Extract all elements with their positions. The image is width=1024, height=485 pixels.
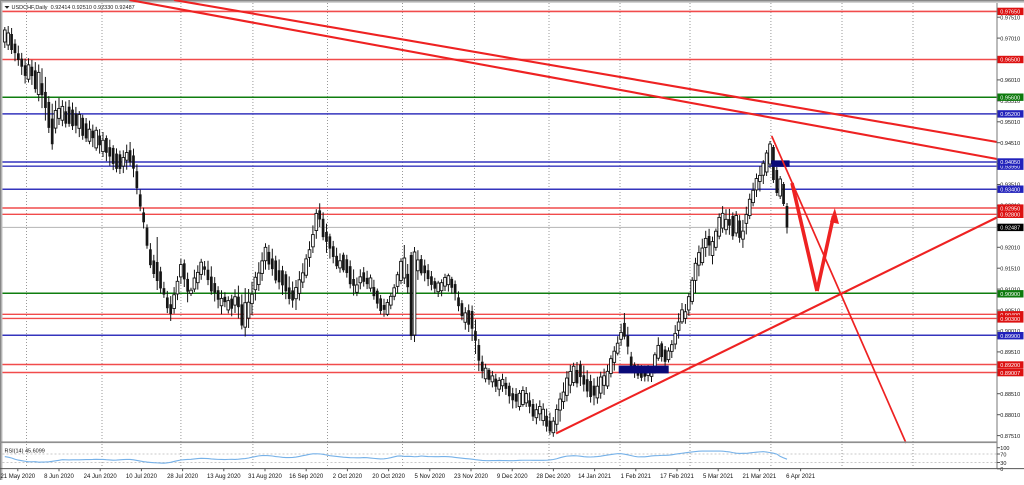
svg-text:28 Dec 2020: 28 Dec 2020 xyxy=(536,474,571,480)
svg-text:USDCHF,Daily 0.92414 0.92510: USDCHF,Daily 0.92414 0.92510 0.92330 0.9… xyxy=(12,5,135,11)
svg-text:20 Oct 2020: 20 Oct 2020 xyxy=(372,474,405,480)
svg-text:0.97510: 0.97510 xyxy=(1000,15,1020,21)
svg-text:0.89510: 0.89510 xyxy=(1000,350,1020,356)
svg-text:17 Feb 2021: 17 Feb 2021 xyxy=(660,474,694,480)
svg-text:0.90900: 0.90900 xyxy=(1000,292,1020,298)
svg-text:5 Nov 2020: 5 Nov 2020 xyxy=(414,474,445,480)
svg-text:6 Apr 2021: 6 Apr 2021 xyxy=(786,474,816,480)
svg-text:0.94050: 0.94050 xyxy=(1000,160,1020,166)
svg-text:0.92487: 0.92487 xyxy=(1000,226,1020,232)
svg-text:8 Jun 2020: 8 Jun 2020 xyxy=(44,474,74,480)
svg-text:0.88510: 0.88510 xyxy=(1000,392,1020,398)
svg-text:0.95010: 0.95010 xyxy=(1000,120,1020,126)
svg-text:1 Feb 2021: 1 Feb 2021 xyxy=(621,474,652,480)
svg-text:0.89007: 0.89007 xyxy=(1000,371,1020,377)
svg-text:0.87510: 0.87510 xyxy=(1000,434,1020,440)
svg-text:24 Jun 2020: 24 Jun 2020 xyxy=(84,474,118,480)
svg-text:0.88010: 0.88010 xyxy=(1000,413,1020,419)
svg-text:0.93950: 0.93950 xyxy=(1000,164,1020,170)
svg-text:9 Dec 2020: 9 Dec 2020 xyxy=(497,474,528,480)
svg-text:0.96500: 0.96500 xyxy=(1000,58,1020,64)
svg-text:0.89900: 0.89900 xyxy=(1000,334,1020,340)
svg-text:30: 30 xyxy=(1000,461,1006,467)
svg-text:10 Jul 2020: 10 Jul 2020 xyxy=(126,474,158,480)
svg-text:0.92950: 0.92950 xyxy=(1000,206,1020,212)
svg-text:70: 70 xyxy=(1000,452,1006,458)
svg-text:0.90300: 0.90300 xyxy=(1000,317,1020,323)
svg-text:16 Sep 2020: 16 Sep 2020 xyxy=(289,474,324,480)
svg-text:2 Oct 2020: 2 Oct 2020 xyxy=(333,474,363,480)
svg-text:14 Jan 2021: 14 Jan 2021 xyxy=(578,474,612,480)
svg-text:0.92800: 0.92800 xyxy=(1000,213,1020,219)
svg-text:100: 100 xyxy=(1000,446,1009,452)
svg-text:0.95510: 0.95510 xyxy=(1000,99,1020,105)
svg-text:0.93400: 0.93400 xyxy=(1000,187,1020,193)
svg-text:0: 0 xyxy=(1000,467,1003,473)
svg-text:21 May 2020: 21 May 2020 xyxy=(0,474,35,480)
svg-text:5 Mar 2021: 5 Mar 2021 xyxy=(703,474,734,480)
svg-text:0.95600: 0.95600 xyxy=(1000,95,1020,101)
svg-text:31 Aug 2020: 31 Aug 2020 xyxy=(248,474,282,480)
svg-text:0.96010: 0.96010 xyxy=(1000,78,1020,84)
svg-text:0.97010: 0.97010 xyxy=(1000,36,1020,42)
svg-text:RSI(14) 45.6099: RSI(14) 45.6099 xyxy=(5,449,45,455)
svg-text:0.91510: 0.91510 xyxy=(1000,266,1020,272)
svg-text:0.94510: 0.94510 xyxy=(1000,141,1020,147)
svg-text:13 Aug 2020: 13 Aug 2020 xyxy=(207,474,241,480)
svg-text:28 Jul 2020: 28 Jul 2020 xyxy=(167,474,199,480)
svg-text:23 Nov 2020: 23 Nov 2020 xyxy=(454,474,489,480)
svg-text:0.89200: 0.89200 xyxy=(1000,363,1020,369)
svg-text:0.95200: 0.95200 xyxy=(1000,112,1020,118)
svg-text:0.92010: 0.92010 xyxy=(1000,246,1020,252)
svg-text:0.97650: 0.97650 xyxy=(1000,10,1020,16)
svg-text:21 Mar 2021: 21 Mar 2021 xyxy=(743,474,777,480)
